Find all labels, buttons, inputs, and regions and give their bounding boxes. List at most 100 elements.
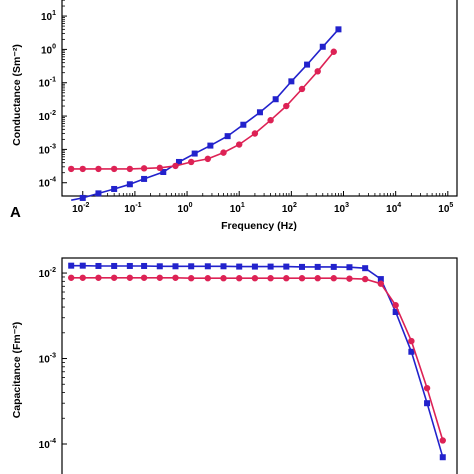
conductance-x-ticks: 10-2 10-1 100 101 102 103 104 105 [72, 191, 453, 215]
data-point [141, 175, 148, 182]
data-point [299, 263, 306, 270]
data-point [362, 265, 369, 272]
data-point [251, 263, 258, 270]
y-tick-label: 10-2 [39, 110, 56, 123]
data-point [392, 302, 399, 309]
y-tick-label: 100 [41, 43, 56, 56]
data-point [267, 275, 274, 282]
x-tick-label: 100 [178, 202, 193, 215]
data-point [172, 162, 179, 170]
data-point [236, 275, 243, 282]
data-point [191, 150, 198, 157]
data-point [220, 149, 227, 156]
data-point [79, 262, 86, 269]
panel-label: A [10, 204, 21, 221]
data-point [319, 43, 326, 50]
data-point [220, 263, 227, 270]
data-point [95, 190, 102, 197]
series-line [71, 264, 444, 458]
x-tick-label: 10-1 [124, 202, 141, 215]
capacitance-series [67, 262, 446, 461]
data-point [67, 165, 75, 173]
data-point [283, 275, 290, 282]
x-tick-label: 104 [386, 202, 401, 215]
data-point [156, 274, 163, 281]
data-point [79, 165, 86, 173]
capacitance-y-axis-label: Capacitance (Fm⁻²) [11, 322, 23, 419]
data-point [236, 141, 243, 148]
y-tick-label: 101 [41, 10, 56, 23]
data-point [126, 165, 134, 173]
data-point [187, 158, 195, 166]
data-point [251, 275, 259, 282]
data-point [314, 68, 321, 75]
data-point [95, 274, 102, 281]
data-point [304, 61, 311, 68]
data-point [439, 437, 446, 444]
data-point [79, 274, 86, 281]
conductance-series [67, 26, 342, 201]
data-point [330, 263, 337, 270]
data-point [111, 185, 118, 192]
data-point [188, 263, 195, 270]
y-tick-label: 10-3 [39, 353, 56, 366]
data-point [111, 262, 118, 269]
conductance-chart: 10-4 10-3 10-2 10-1 100 101 10-2 10-1 100 101 102… [10, 0, 458, 232]
conductance-x-axis-label: Frequency (Hz) [221, 220, 297, 232]
data-point [224, 133, 231, 140]
data-point [175, 158, 182, 165]
capacitance-plot-frame [61, 257, 458, 474]
capacitance-chart: 10-2 10-3 10-4 Capacitance (Fm⁻²) [11, 257, 458, 474]
y-tick-label: 10-4 [39, 177, 56, 190]
data-point [220, 275, 227, 282]
data-point [267, 263, 274, 270]
data-point [298, 85, 306, 93]
data-point [160, 168, 167, 175]
x-tick-label: 103 [334, 202, 349, 215]
data-point [267, 117, 274, 124]
data-point [95, 262, 102, 269]
data-point [187, 275, 195, 282]
data-point [172, 274, 179, 281]
data-point [140, 165, 148, 172]
conductance-plot-frame [61, 0, 458, 197]
data-point [79, 194, 86, 201]
data-point [377, 280, 385, 287]
data-point [140, 274, 148, 281]
data-point [156, 164, 163, 172]
data-point [377, 276, 384, 283]
data-point [408, 348, 415, 355]
x-tick-label: 101 [230, 202, 245, 215]
data-point [251, 130, 259, 137]
y-tick-label: 10-4 [39, 438, 56, 451]
data-point [298, 275, 306, 282]
data-point [126, 262, 133, 269]
y-tick-label: 10-2 [39, 267, 56, 280]
y-tick-label: 10-3 [39, 143, 56, 156]
conductance-y-ticks: 10-4 10-3 10-2 10-1 100 101 [39, 0, 67, 190]
data-point [236, 263, 243, 270]
data-point [141, 262, 148, 269]
data-point [330, 275, 337, 282]
capacitance-y-ticks: 10-2 10-3 10-4 [39, 267, 67, 451]
data-point [288, 78, 295, 85]
data-point [346, 275, 353, 282]
data-point [256, 109, 263, 116]
data-point [330, 48, 337, 55]
x-tick-label: 102 [282, 202, 297, 215]
x-tick-label: 105 [438, 202, 453, 215]
data-point [110, 165, 118, 173]
conductance-y-axis-label: Conductance (Sm⁻²) [11, 44, 23, 146]
data-point [126, 181, 133, 188]
data-point [283, 102, 290, 110]
data-point [283, 263, 290, 270]
data-point [423, 384, 431, 392]
data-point [207, 142, 214, 149]
data-point [361, 275, 369, 283]
data-point [95, 165, 102, 173]
data-point [424, 400, 431, 407]
data-point [346, 264, 353, 271]
data-point [110, 274, 118, 281]
data-point [67, 274, 75, 281]
